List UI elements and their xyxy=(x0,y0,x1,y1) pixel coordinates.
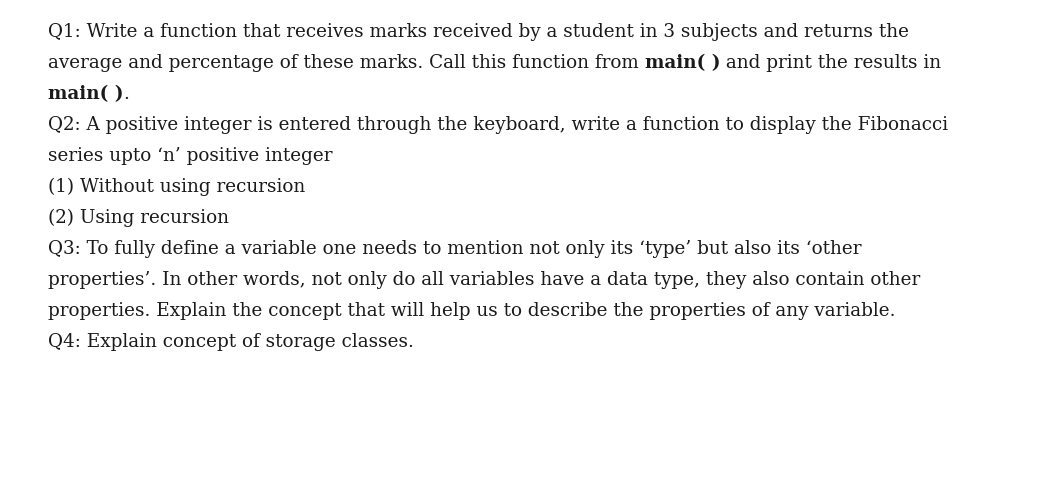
Text: properties. Explain the concept that will help us to describe the properties of : properties. Explain the concept that wil… xyxy=(48,302,896,320)
Text: and print the results in: and print the results in xyxy=(720,54,941,72)
Text: .: . xyxy=(123,85,130,103)
Text: main( ): main( ) xyxy=(645,54,720,72)
Text: Q3: To fully define a variable one needs to mention not only its ‘type’ but also: Q3: To fully define a variable one needs… xyxy=(48,240,861,258)
Text: Q2: A positive integer is entered through the keyboard, write a function to disp: Q2: A positive integer is entered throug… xyxy=(48,116,949,134)
Text: properties’. In other words, not only do all variables have a data type, they al: properties’. In other words, not only do… xyxy=(48,271,920,289)
Text: (2) Using recursion: (2) Using recursion xyxy=(48,209,229,227)
Text: series upto ‘n’ positive integer: series upto ‘n’ positive integer xyxy=(48,147,332,165)
Text: Q1: Write a function that receives marks received by a student in 3 subjects and: Q1: Write a function that receives marks… xyxy=(48,23,909,41)
Text: (1) Without using recursion: (1) Without using recursion xyxy=(48,178,306,196)
Text: main( ): main( ) xyxy=(48,85,123,103)
Text: average and percentage of these marks. Call this function from: average and percentage of these marks. C… xyxy=(48,54,645,72)
Text: Q4: Explain concept of storage classes.: Q4: Explain concept of storage classes. xyxy=(48,333,414,351)
